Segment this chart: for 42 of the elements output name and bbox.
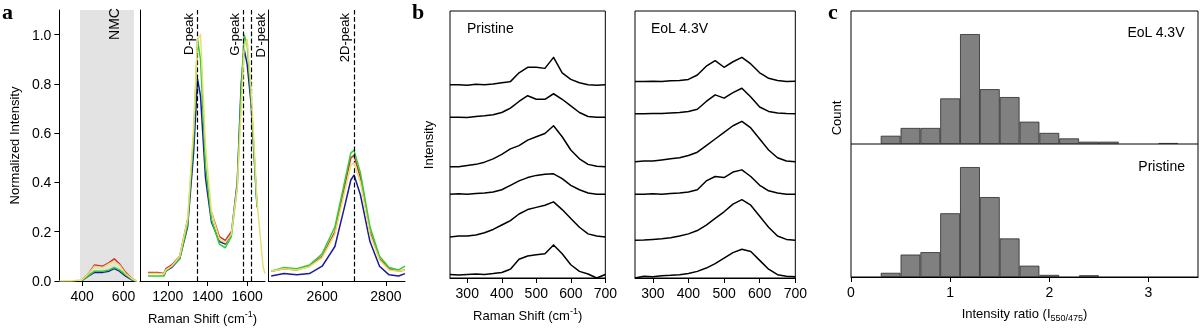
x-tick-label: 0 bbox=[847, 284, 856, 300]
x-tick-label: 2600 bbox=[306, 288, 338, 304]
ref-line-label: 2D-peak bbox=[337, 12, 353, 63]
x-tick-label: 400 bbox=[676, 285, 701, 301]
x-tick-label: 700 bbox=[783, 285, 808, 301]
x-tick-label: 700 bbox=[593, 285, 618, 301]
x-tick-label: 600 bbox=[748, 285, 772, 301]
x-tick-label: 300 bbox=[641, 285, 665, 301]
band-label: NMC bbox=[105, 8, 122, 40]
y-tick-label: 0.4 bbox=[31, 174, 52, 191]
chart-title: Pristine bbox=[1138, 158, 1186, 174]
y-tick-label: 0.6 bbox=[31, 125, 52, 142]
chart-title: EoL 4.3V bbox=[651, 20, 709, 36]
text: b bbox=[412, 0, 425, 24]
x-tick-label: 1200 bbox=[152, 288, 184, 304]
ref-line-label: D'-peak bbox=[253, 12, 269, 58]
y-tick-label: 1.0 bbox=[31, 26, 52, 43]
x-tick-label: 2 bbox=[1045, 284, 1054, 300]
y-tick-label: 0.8 bbox=[31, 75, 52, 92]
x-tick-label: 1600 bbox=[231, 288, 263, 304]
y-axis-title: Intensity bbox=[420, 120, 436, 170]
x-tick-label: 300 bbox=[455, 285, 480, 301]
x-tick-label: 400 bbox=[70, 288, 95, 304]
y-tick-label: 0.2 bbox=[31, 223, 52, 240]
y-axis-title: Normalized Intensity bbox=[7, 86, 22, 205]
x-tick-label: 1400 bbox=[191, 288, 224, 304]
x-tick-label: 500 bbox=[524, 285, 549, 301]
x-tick-label: 400 bbox=[490, 285, 514, 301]
chart-title: Pristine bbox=[467, 20, 514, 36]
x-tick-label: 600 bbox=[111, 288, 136, 304]
chart-title: EoL 4.3V bbox=[1127, 24, 1186, 40]
text: a bbox=[2, 0, 13, 24]
text: c bbox=[828, 0, 838, 24]
ref-line-label: G-peak bbox=[226, 12, 242, 56]
x-tick-label: 600 bbox=[559, 285, 583, 301]
ref-line-label: D-peak bbox=[180, 12, 196, 55]
x-tick-label: 500 bbox=[712, 285, 736, 301]
y-axis-title: Count bbox=[828, 100, 844, 136]
y-tick-label: 0.0 bbox=[31, 273, 52, 289]
x-tick-label: 3 bbox=[1144, 284, 1153, 300]
x-tick-label: 1 bbox=[946, 284, 955, 300]
x-tick-label: 2800 bbox=[370, 288, 402, 304]
